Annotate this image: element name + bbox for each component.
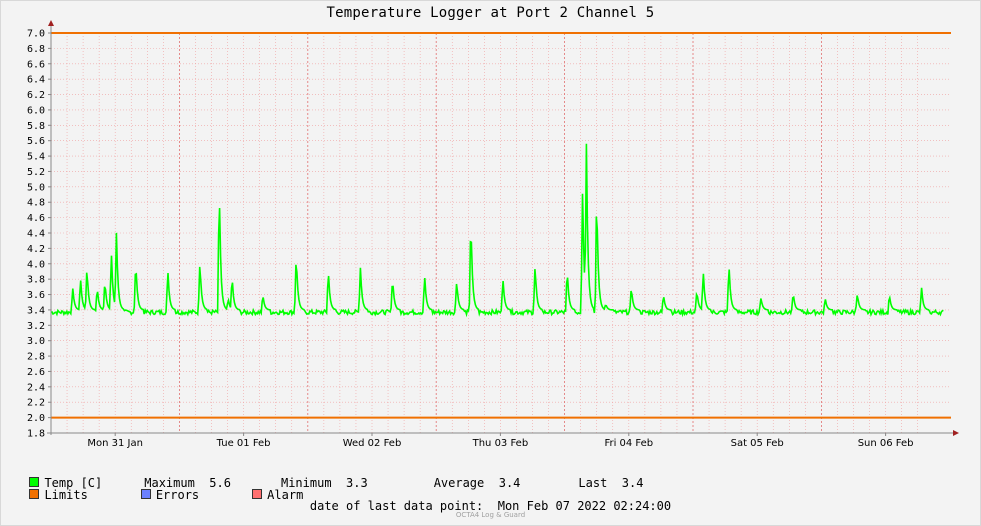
legend-item-limits[interactable]: Limits: [29, 488, 88, 502]
stat-last-value: 3.4: [621, 476, 644, 490]
legend-label-limits: Limits: [44, 488, 88, 502]
stat-minimum-value: 3.3: [346, 476, 368, 490]
legend-swatch-alarm: [252, 489, 263, 499]
y-tick-label: 2.2: [27, 398, 45, 409]
chart-title: Temperature Logger at Port 2 Channel 5: [326, 5, 655, 21]
x-tick-label: Fri 04 Feb: [604, 438, 653, 449]
x-axis-ticks: Mon 31 Jan Tue 01 Feb Wed 02 Feb Thu 03 Feb…: [87, 433, 914, 449]
x-tick-label: Tue 01 Feb: [216, 438, 271, 449]
x-tick-label: Mon 31 Jan: [87, 438, 143, 449]
y-tick-label: 6.2: [27, 90, 45, 101]
stat-maximum-value: 5.6: [209, 476, 231, 490]
y-tick-label: 6.4: [27, 75, 45, 86]
y-axis-arrow: [48, 20, 54, 26]
y-tick-label: 5.4: [27, 152, 45, 163]
y-tick-label: 2.6: [27, 367, 45, 378]
y-tick-label: 6.8: [27, 44, 45, 55]
series-line-temp: [50, 143, 944, 318]
legend-item-alarm[interactable]: Alarm: [252, 488, 303, 502]
stat-maximum-label: Maximum: [144, 476, 195, 490]
last-data-point: date of last data point: Mon Feb 07 2022…: [0, 499, 981, 513]
legend-swatch-temp: [29, 477, 40, 487]
y-tick-label: 5.6: [27, 136, 45, 147]
x-tick-label: Wed 02 Feb: [343, 438, 402, 449]
y-tick-label: 3.2: [27, 321, 45, 332]
legend-item-errors[interactable]: Errors: [140, 488, 200, 502]
last-data-point-label: date of last data point:: [309, 499, 484, 513]
legend-swatch-limits: [29, 489, 40, 499]
y-tick-label: 4.8: [27, 198, 45, 209]
y-tick-label: 2.0: [27, 413, 45, 424]
legend-label-errors: Errors: [155, 488, 200, 502]
legend-item-temp[interactable]: Temp [C]: [29, 476, 102, 490]
y-tick-label: 4.0: [27, 259, 45, 270]
stat-average: Average 3.4: [434, 476, 521, 490]
y-tick-label: 1.8: [27, 429, 45, 440]
legend-label-alarm: Alarm: [267, 488, 304, 502]
brand-watermark: OCTA4 Log & Guard: [455, 511, 526, 519]
y-tick-label: 4.6: [27, 213, 45, 224]
y-tick-label: 6.0: [27, 105, 45, 116]
y-tick-label: 5.8: [27, 121, 45, 132]
legend-row-stats: Temp [C] Maximum 5.6 Minimum 3.3 Average 3.…: [15, 462, 643, 490]
stat-minimum: Minimum 3.3: [281, 476, 368, 490]
legend-label-temp: Temp [C]: [44, 476, 103, 490]
stat-minimum-label: Minimum: [280, 476, 332, 490]
y-axis-ticks: 7.0 6.8 6.6 6.4 6.2 6.0 5.8 5.6 5.4 5.2 5.0 4.8 4.6 4…: [27, 29, 51, 440]
y-tick-label: 3.8: [27, 275, 45, 286]
y-tick-label: 5.2: [27, 167, 45, 178]
limit-lines: [51, 32, 951, 419]
y-tick-label: 4.4: [27, 229, 45, 240]
stat-last: Last 3.4: [578, 476, 643, 490]
y-tick-label: 7.0: [27, 29, 45, 40]
y-tick-label: 6.6: [27, 59, 45, 70]
x-tick-label: Thu 03 Feb: [472, 438, 529, 449]
stat-last-label: Last: [578, 476, 608, 490]
stat-maximum: Maximum 5.6: [144, 476, 231, 490]
x-axis-arrow: [953, 430, 959, 436]
axes: [47, 20, 959, 436]
stat-average-label: Average: [433, 476, 485, 490]
legend-swatch-errors: [140, 489, 151, 499]
y-tick-label: 3.4: [27, 305, 45, 316]
y-tick-label: 3.0: [27, 336, 45, 347]
x-tick-label: Sat 05 Feb: [731, 438, 784, 449]
y-tick-label: 2.8: [27, 352, 45, 363]
last-data-point-value: Mon Feb 07 2022 02:24:00: [497, 499, 672, 513]
y-tick-label: 3.6: [27, 290, 45, 301]
stat-average-value: 3.4: [498, 476, 521, 490]
y-tick-label: 2.4: [27, 382, 45, 393]
grid-lines: [50, 32, 951, 434]
x-tick-label: Sun 06 Feb: [858, 438, 914, 449]
y-tick-label: 4.2: [27, 244, 45, 255]
y-tick-label: 5.0: [27, 182, 45, 193]
legend-row-series: Limits Errors Alarm: [15, 474, 303, 502]
